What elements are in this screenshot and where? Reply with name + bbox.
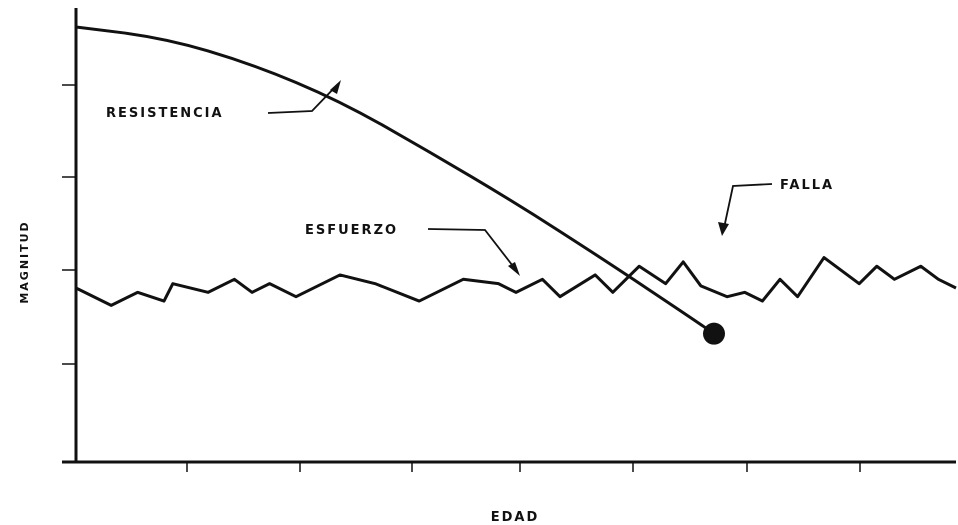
esfuerzo-arrow-head bbox=[508, 262, 520, 276]
falla-arrow-head bbox=[718, 222, 729, 236]
annotation-falla: FALLA bbox=[780, 178, 834, 193]
annotation-resistencia: RESISTENCIA bbox=[106, 106, 224, 121]
esfuerzo-arrow-line bbox=[427, 228, 517, 271]
resistencia-arrow-line bbox=[267, 83, 339, 114]
annotations: RESISTENCIA ESFUERZO FALLA bbox=[106, 80, 834, 345]
series-line-resistencia bbox=[75, 25, 715, 335]
falla-arrow-line bbox=[723, 183, 773, 229]
falla-marker bbox=[703, 322, 725, 345]
annotation-esfuerzo: ESFUERZO bbox=[305, 223, 398, 238]
x-axis-label: EDAD bbox=[491, 510, 540, 525]
series-group bbox=[75, 25, 957, 335]
axes bbox=[62, 8, 956, 472]
resistencia-arrow-head bbox=[330, 80, 341, 94]
y-axis-label: MAGNITUD bbox=[18, 220, 31, 303]
series-line-esfuerzo bbox=[75, 256, 957, 307]
